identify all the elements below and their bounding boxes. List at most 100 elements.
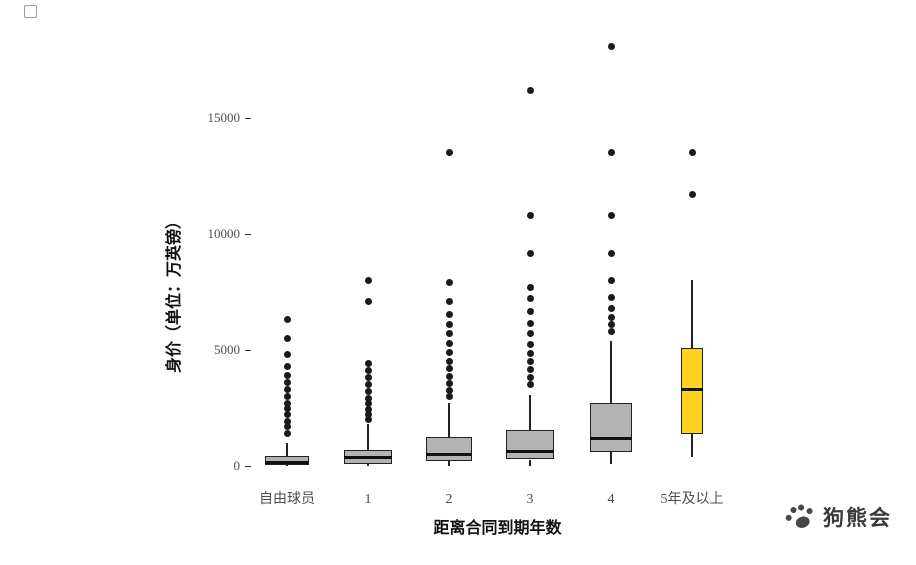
outlier-dot [364, 388, 372, 396]
outlier-dot [283, 399, 291, 407]
outlier-dot [607, 276, 615, 284]
outlier-dot [526, 340, 534, 348]
outlier-dot [445, 373, 453, 381]
whisker-high [367, 424, 369, 450]
box [506, 430, 554, 460]
outlier-dot [445, 392, 453, 400]
outlier-dot [445, 365, 453, 373]
outlier-dot [283, 418, 291, 426]
watermark: 狗熊会 [783, 500, 892, 534]
box [265, 456, 309, 466]
y-tick-label: 0 [233, 458, 241, 473]
median-line [590, 436, 632, 440]
median-line [506, 450, 554, 454]
outlier-dot [445, 387, 453, 395]
x-category-label: 4 [607, 492, 615, 507]
outlier-dot [445, 297, 453, 305]
whisker-high [529, 395, 531, 431]
outlier-dot [688, 149, 696, 157]
x-category-label: 自由球员 [259, 492, 315, 507]
whisker-low [448, 461, 450, 466]
outlier-dot [364, 360, 372, 368]
outlier-dot [445, 320, 453, 328]
outlier-dot [283, 423, 291, 431]
outlier-dot [445, 348, 453, 356]
median-line [344, 456, 392, 460]
outlier-dot [364, 416, 372, 424]
x-category-label: 3 [526, 492, 534, 507]
outlier-dot [607, 149, 615, 157]
outlier-dot [364, 411, 372, 419]
whisker-low [286, 465, 288, 466]
outlier-dot [445, 339, 453, 347]
whisker-high [448, 403, 450, 437]
whisker-low [691, 433, 693, 457]
outlier-dot [607, 304, 615, 312]
outlier-dot [526, 358, 534, 366]
outlier-dot [526, 86, 534, 94]
outlier-dot [607, 314, 615, 322]
outlier-dot [526, 349, 534, 357]
outlier-dot [526, 295, 534, 303]
outlier-dot [526, 381, 534, 389]
paw-toe-icon [797, 503, 805, 512]
outlier-dot [283, 378, 291, 386]
outlier-dot [364, 367, 372, 375]
outlier-dot [283, 351, 291, 359]
x-category-label: 1 [364, 492, 372, 507]
paw-toe-icon [784, 514, 793, 522]
outlier-dot [364, 297, 372, 305]
corner-frame-icon [24, 5, 37, 18]
outlier-dot [283, 430, 291, 438]
outlier-dot [445, 330, 453, 338]
paw-icon [783, 500, 820, 534]
whisker-high [610, 340, 612, 404]
y-tick-mark [245, 465, 251, 467]
outlier-dot [445, 149, 453, 157]
outlier-dot [607, 294, 615, 302]
outlier-dot [283, 385, 291, 393]
x-axis-title: 距离合同到期年数 [433, 520, 562, 537]
x-category-label: 2 [445, 492, 453, 507]
outlier-dot [364, 399, 372, 407]
outlier-dot [283, 334, 291, 342]
y-tick-mark [245, 117, 251, 119]
outlier-dot [607, 42, 615, 50]
outlier-dot [526, 330, 534, 338]
box [590, 403, 632, 453]
outlier-dot [607, 320, 615, 328]
y-tick-mark [245, 349, 251, 351]
box [426, 437, 472, 462]
outlier-dot [364, 381, 372, 389]
outlier-dot [526, 366, 534, 374]
outlier-dot [526, 250, 534, 258]
paw-toe-icon [789, 506, 798, 514]
whisker-high [691, 280, 693, 348]
outlier-dot [364, 374, 372, 382]
outlier-dot [364, 276, 372, 284]
outlier-dot [283, 392, 291, 400]
outlier-dot [445, 358, 453, 366]
x-category-label: 5年及以上 [660, 492, 724, 507]
outlier-dot [283, 316, 291, 324]
whisker-low [529, 459, 531, 466]
outlier-dot [526, 211, 534, 219]
paw-pad-icon [794, 514, 812, 530]
outlier-dot [607, 250, 615, 258]
outlier-dot [364, 395, 372, 403]
y-tick-label: 5000 [214, 342, 240, 357]
outlier-dot [526, 374, 534, 382]
outlier-dot [283, 362, 291, 370]
outlier-dot [607, 327, 615, 335]
outlier-dot [283, 411, 291, 419]
outlier-dot [607, 211, 615, 219]
outlier-dot [526, 319, 534, 327]
y-axis-title: 身价（单位：万英镑） [166, 213, 183, 374]
y-tick-mark [245, 233, 251, 235]
outlier-dot [283, 372, 291, 380]
outlier-dot [445, 380, 453, 388]
outlier-dot [364, 405, 372, 413]
y-tick-label: 10000 [207, 226, 241, 241]
y-tick-label: 15000 [207, 110, 241, 125]
